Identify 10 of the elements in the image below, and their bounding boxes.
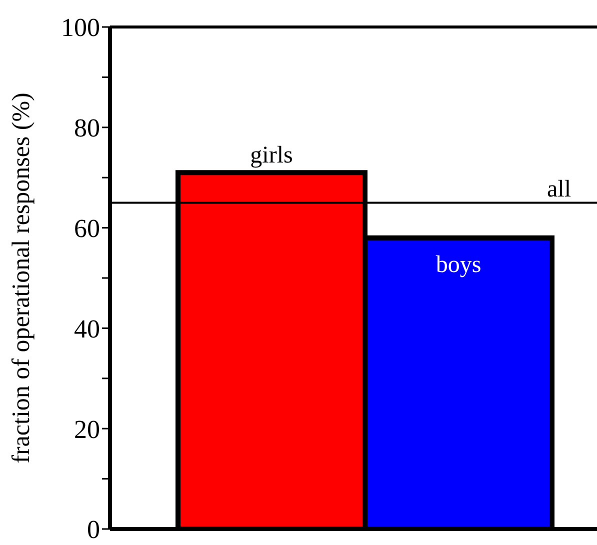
x-tick-label: boys: [436, 252, 482, 278]
y-tick-label: 0: [87, 515, 100, 544]
y-tick-label: 100: [61, 13, 100, 42]
y-tick-label: 20: [74, 414, 100, 444]
y-tick-label: 80: [74, 114, 100, 143]
y-axis-title: fraction of operational responses (%): [8, 92, 35, 464]
y-tick-label: 40: [74, 314, 100, 344]
x-tick-label: girls: [250, 142, 293, 169]
y-tick-label: 60: [74, 214, 100, 244]
ref-line-label: all: [547, 176, 572, 203]
